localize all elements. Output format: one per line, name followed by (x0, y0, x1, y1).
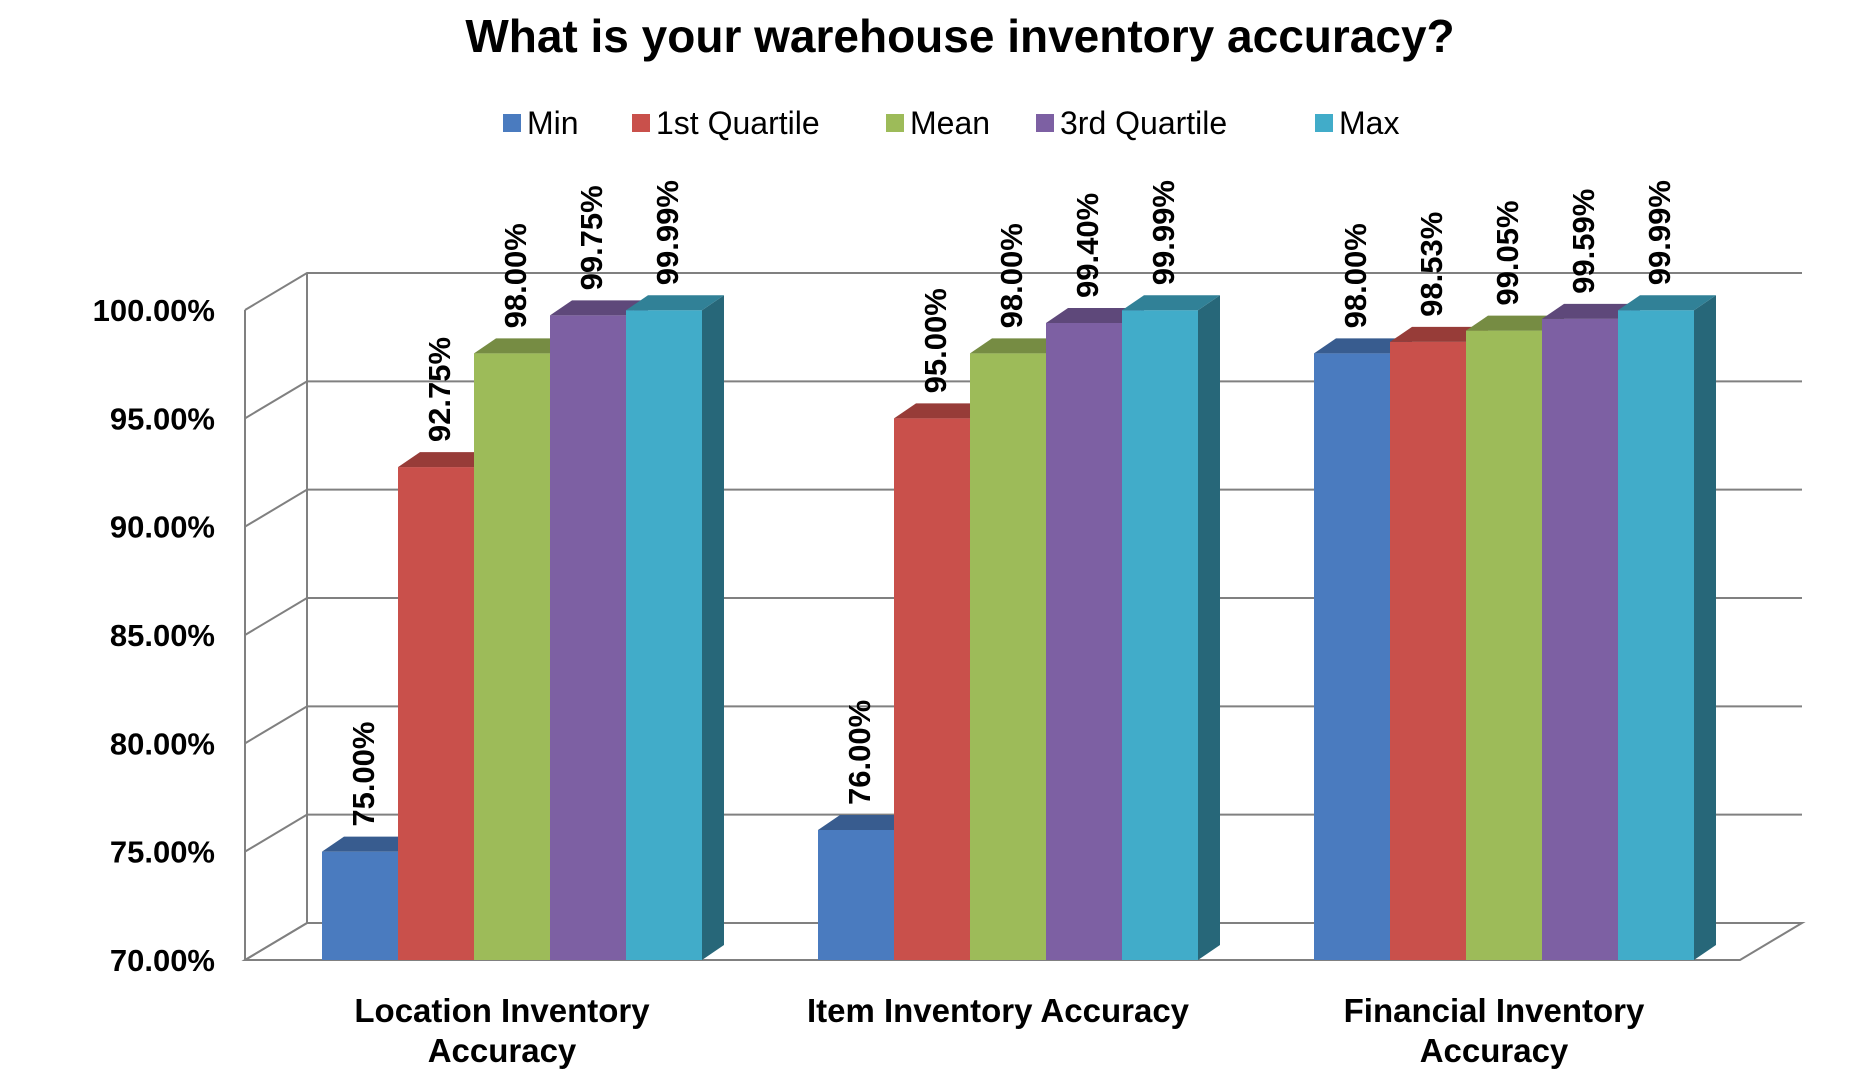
y-tick-label: 100.00% (93, 293, 215, 328)
x-category-label: Accuracy (1420, 1032, 1569, 1069)
legend-swatch (1315, 114, 1333, 132)
legend-label: Min (527, 105, 579, 141)
data-label: 98.00% (1338, 223, 1373, 328)
legend-swatch (1036, 114, 1054, 132)
y-tick-label: 70.00% (110, 943, 215, 978)
bar-top (1122, 295, 1220, 311)
bar-top (818, 815, 916, 830)
legend-swatch (632, 114, 650, 132)
bar-front (474, 353, 550, 960)
bar-front (398, 467, 474, 960)
data-label: 92.75% (422, 337, 457, 442)
y-tick-label: 85.00% (110, 618, 215, 653)
legend-item-min: Min (503, 105, 579, 141)
legend-label: Max (1339, 105, 1399, 141)
gridline (244, 705, 1802, 745)
x-category-label: Accuracy (428, 1032, 577, 1069)
data-label: 76.00% (842, 700, 877, 805)
bar-top (1046, 308, 1144, 323)
grid-layer (241, 272, 1806, 961)
bar-top (894, 403, 992, 419)
data-label: 75.00% (346, 722, 381, 827)
gridline (244, 922, 1802, 961)
legend-swatch (886, 114, 904, 132)
legend-item-max: Max (1315, 105, 1399, 141)
legend-item-1st-quartile: 1st Quartile (632, 105, 820, 141)
data-label: 98.00% (994, 223, 1029, 328)
bar-side (1198, 295, 1220, 960)
bar-top (1542, 303, 1640, 319)
gridline (244, 813, 1802, 853)
data-labels-layer: 75.00% 92.75% 98.00% 99.75% 99.99% 76.00% 95.0… (346, 180, 1677, 827)
y-tick-label: 80.00% (110, 726, 215, 761)
bar-top (626, 295, 724, 311)
bar-front (1046, 323, 1122, 960)
bar-top (398, 452, 496, 468)
legend-label: 3rd Quartile (1060, 105, 1227, 141)
data-label: 95.00% (918, 288, 953, 393)
bar-top (322, 836, 420, 852)
bar-max (626, 295, 724, 960)
bar-top (550, 300, 648, 316)
bar-side (1694, 295, 1716, 960)
gridline (244, 597, 1802, 636)
bar-front (1314, 353, 1390, 960)
gridline (244, 380, 1802, 420)
data-label: 98.00% (498, 223, 533, 328)
data-label: 99.59% (1566, 189, 1601, 294)
x-category-label: Item Inventory Accuracy (807, 992, 1190, 1029)
bar-side (702, 295, 724, 960)
data-label: 99.40% (1070, 193, 1105, 298)
bar-front (1122, 310, 1198, 960)
legend-label: 1st Quartile (656, 105, 820, 141)
bar-front (894, 418, 970, 960)
bar-front (1618, 310, 1694, 960)
legend-item-3rd-quartile: 3rd Quartile (1036, 105, 1227, 141)
bar-front (1390, 341, 1466, 961)
legend: Min 1st Quartile Mean 3rd Quartile Max (503, 105, 1399, 141)
bar-max (1618, 295, 1716, 960)
bar-front (626, 310, 702, 960)
y-tick-label: 75.00% (110, 835, 215, 870)
legend-item-mean: Mean (886, 105, 990, 141)
bar-top (970, 338, 1068, 354)
bars-layer (322, 295, 1716, 961)
bar-front (1466, 330, 1542, 960)
bar-top (1314, 338, 1412, 354)
bar-front (1542, 318, 1618, 961)
x-category-label: Financial Inventory (1344, 992, 1645, 1029)
bar-front (550, 315, 626, 961)
bar-top (1390, 326, 1488, 342)
y-tick-label: 90.00% (110, 510, 215, 545)
y-tick-label: 95.00% (110, 401, 215, 436)
legend-swatch (503, 114, 521, 132)
gridline (244, 488, 1802, 528)
bar-top (1618, 295, 1716, 311)
data-label: 99.05% (1490, 200, 1525, 305)
data-label: 99.99% (650, 180, 685, 285)
data-label: 99.99% (1642, 180, 1677, 285)
y-axis-ticks: 70.00% 75.00% 80.00% 85.00% 90.00% 95.00% 100.… (93, 293, 215, 978)
data-label: 99.75% (574, 185, 609, 290)
data-label: 98.53% (1414, 212, 1449, 317)
bar-front (322, 851, 398, 960)
gridline (244, 272, 1802, 311)
bar-front (818, 830, 894, 960)
legend-label: Mean (910, 105, 990, 141)
x-category-label: Location Inventory (354, 992, 650, 1029)
bar-top (1466, 315, 1564, 331)
bar-max (1122, 295, 1220, 960)
data-label: 99.99% (1146, 180, 1181, 285)
bar-top (474, 338, 572, 354)
bar-front (970, 353, 1046, 960)
chart-title: What is your warehouse inventory accurac… (465, 10, 1454, 62)
